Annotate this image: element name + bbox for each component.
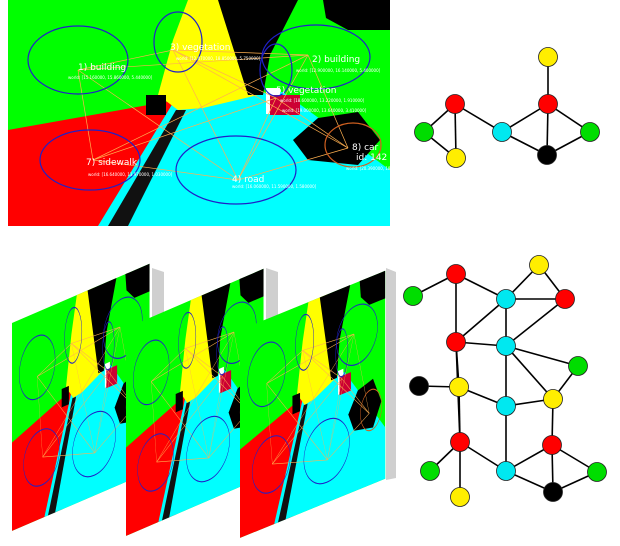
- bottom-graph-edge-n7-n12: [505, 345, 554, 400]
- bottom-graph-node-n18-green: [587, 462, 607, 482]
- bottom-graph-node-n9-black: [409, 376, 429, 396]
- coord-road-4: world: [16.060000, 11.590000, 1.580000]: [232, 184, 317, 189]
- bottom-graph-node-n17-yellow: [450, 487, 470, 507]
- top-graph-node-h-black: [537, 145, 557, 165]
- top-graph-node-f-red: [538, 94, 558, 114]
- coord-mid: world: [19.000000, 13.640000, 3.410000]: [282, 108, 367, 113]
- bottom-graph-node-n7-cyan: [496, 336, 516, 356]
- coord-building-2: world: [12.900000, 16.140000, 5.400000]: [296, 68, 381, 73]
- bottom-graph-node-n13-red: [450, 432, 470, 452]
- top-graph-node-c-yellow: [446, 148, 466, 168]
- bottom-graph-node-n16-cyan: [496, 461, 516, 481]
- bottom-graph-node-n12-yellow: [543, 389, 563, 409]
- coord-vegetation-3: world: [12.470000, 18.850000, 5.750000]: [176, 56, 261, 61]
- bottom-scene-graph: [403, 255, 607, 507]
- bottom-graph-node-n6-red: [446, 332, 466, 352]
- coord-car-8: world: [20.390000, 18.050000, 0.960000]: [346, 166, 431, 171]
- bottom-graph-edge-n4-n6: [455, 298, 507, 343]
- top-scene-graph: [414, 47, 600, 168]
- bottom-graph-node-n3-yellow: [529, 255, 549, 275]
- bottom-graph-node-n8-green: [568, 356, 588, 376]
- bottom-graph-node-n19-black: [543, 482, 563, 502]
- top-graph-node-a-green: [414, 122, 434, 142]
- bottom-graph-node-n15-green: [420, 461, 440, 481]
- bottom-scenes: [11, 263, 396, 539]
- bottom-graph-edge-n7-n8: [505, 345, 579, 367]
- label-sidewalk-7: 7) sidewalk: [86, 158, 138, 168]
- coord-building-1: world: [15.160000, 15.860000, 5.440000]: [68, 75, 153, 80]
- top-graph-node-e-yellow: [538, 47, 558, 67]
- bottom-graph-node-n14-red: [542, 435, 562, 455]
- coord-vegetation-5: world: [18.600000, 13.220000, 1.910000]: [280, 98, 365, 103]
- label-vegetation-3: 3) vegetation: [170, 43, 231, 53]
- label-car-id: id: 142: [356, 153, 387, 163]
- top-graph-node-b-red: [445, 94, 465, 114]
- bottom-graph-node-n11-cyan: [496, 396, 516, 416]
- label-building-2: 2) building: [312, 55, 360, 65]
- top-graph-node-d-cyan: [492, 122, 512, 142]
- label-road-4: 4) road: [232, 175, 264, 185]
- top-graph-node-g-green: [580, 122, 600, 142]
- coord-sidewalk-7: world: [16.640000, 13.970000, 1.030000]: [88, 172, 173, 177]
- bottom-graph-node-n2-red: [446, 264, 466, 284]
- label-car-8: 8) car: [352, 143, 379, 153]
- top-scene-labels: 3) vegetation 2) building 1) building 7)…: [78, 43, 387, 185]
- label-building-1: 1) building: [78, 63, 126, 73]
- bottom-graph-node-n4-cyan: [496, 289, 516, 309]
- bottom-graph-edge-n5-n7: [505, 298, 566, 347]
- bottom-graph-node-n1-green: [403, 286, 423, 306]
- label-vegetation-5: 5) vegetation: [276, 86, 337, 96]
- bottom-graph-node-n5-red: [555, 289, 575, 309]
- top-scene: 3) vegetation 2) building 1) building 7)…: [8, 0, 431, 226]
- top-scene-coords: world: [15.160000, 15.860000, 5.440000] …: [68, 56, 431, 189]
- bottom-graph-node-n10-yellow: [449, 377, 469, 397]
